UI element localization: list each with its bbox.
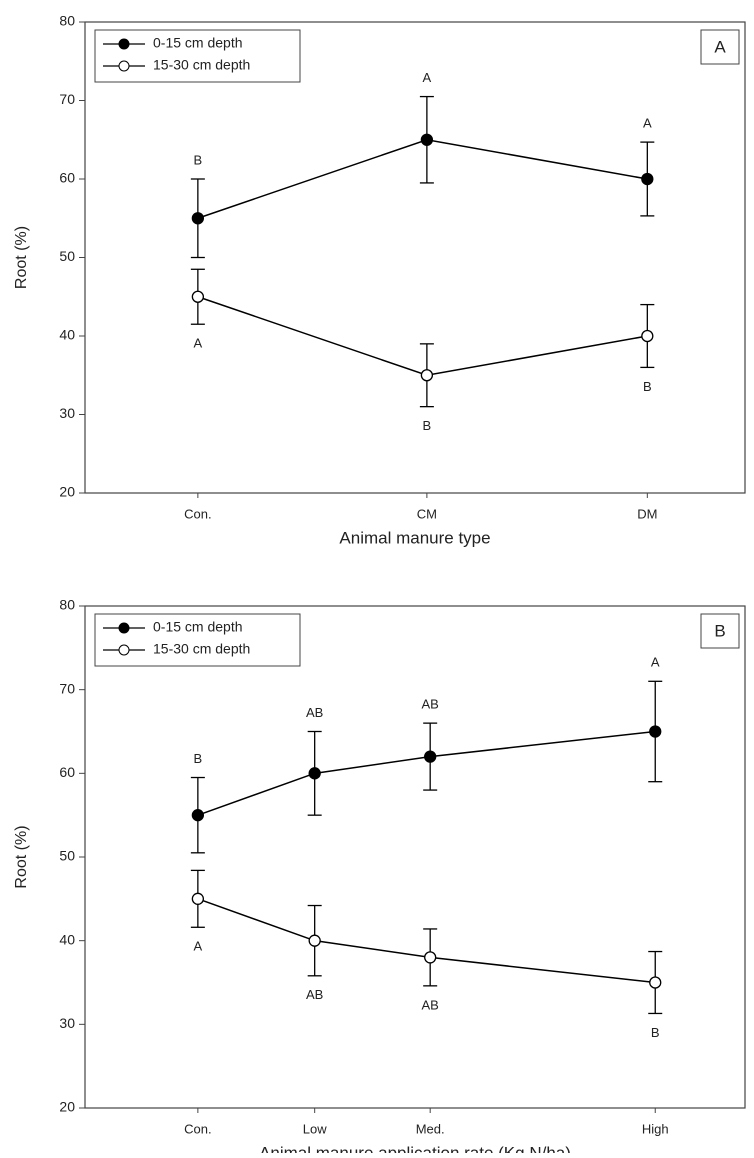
significance-letter: AB bbox=[306, 705, 323, 720]
x-tick-label: High bbox=[642, 1121, 669, 1136]
y-tick-label: 70 bbox=[59, 680, 75, 696]
legend-marker bbox=[118, 38, 130, 50]
data-point bbox=[191, 892, 205, 905]
data-point bbox=[649, 976, 662, 989]
panel-label: A bbox=[714, 37, 726, 56]
significance-letter: A bbox=[643, 116, 652, 131]
legend-label: 15-30 cm depth bbox=[153, 57, 250, 73]
legend-label: 0-15 cm depth bbox=[153, 35, 243, 51]
legend-box bbox=[94, 613, 301, 667]
y-tick-label: 80 bbox=[59, 13, 75, 29]
significance-letter: AB bbox=[422, 697, 439, 712]
y-tick-label: 60 bbox=[59, 764, 75, 780]
significance-letter: B bbox=[423, 418, 432, 433]
significance-letter: A bbox=[194, 336, 203, 351]
data-point bbox=[424, 951, 437, 964]
legend-marker bbox=[118, 644, 130, 656]
x-axis-label: Animal manure type bbox=[339, 528, 490, 547]
y-tick-label: 40 bbox=[59, 327, 75, 343]
x-tick-label: CM bbox=[417, 506, 437, 521]
data-point bbox=[191, 809, 205, 822]
data-point bbox=[308, 934, 321, 947]
panel-label: B bbox=[714, 621, 725, 640]
significance-letter: A bbox=[423, 70, 432, 85]
series-line bbox=[197, 898, 656, 984]
significance-letter: B bbox=[194, 751, 203, 766]
data-point bbox=[191, 290, 205, 303]
data-point bbox=[420, 369, 434, 382]
data-point bbox=[649, 725, 662, 738]
y-tick-label: 70 bbox=[59, 91, 75, 107]
legend-label: 0-15 cm depth bbox=[153, 619, 243, 635]
y-tick-label: 30 bbox=[59, 1015, 75, 1031]
data-point bbox=[308, 767, 321, 780]
x-tick-label: DM bbox=[637, 506, 657, 521]
panel-label-box bbox=[700, 29, 740, 65]
significance-letter: B bbox=[194, 152, 203, 167]
panel-label-box bbox=[700, 613, 740, 649]
series-line bbox=[197, 730, 656, 816]
y-tick-label: 20 bbox=[59, 1099, 75, 1115]
y-axis-label: Root (%) bbox=[13, 825, 30, 888]
y-tick-label: 50 bbox=[59, 848, 75, 864]
significance-letter: A bbox=[651, 655, 660, 670]
y-tick-label: 20 bbox=[59, 484, 75, 500]
x-tick-label: Med. bbox=[416, 1121, 445, 1136]
y-tick-label: 40 bbox=[59, 931, 75, 947]
significance-letter: AB bbox=[422, 997, 439, 1012]
y-tick-label: 80 bbox=[59, 597, 75, 613]
x-tick-label: Low bbox=[303, 1121, 327, 1136]
y-tick-label: 30 bbox=[59, 405, 75, 421]
legend-marker bbox=[118, 622, 130, 634]
significance-letter: B bbox=[643, 379, 652, 394]
data-point bbox=[420, 133, 434, 146]
legend-box bbox=[94, 29, 301, 83]
plot-frame bbox=[84, 21, 746, 494]
y-tick-label: 60 bbox=[59, 170, 75, 186]
y-axis-label: Root (%) bbox=[13, 226, 30, 289]
data-point bbox=[424, 750, 437, 763]
legend-marker bbox=[118, 60, 130, 72]
significance-letter: AB bbox=[306, 987, 323, 1002]
series-line bbox=[197, 296, 648, 377]
series-line bbox=[197, 138, 648, 219]
data-point bbox=[641, 172, 654, 186]
x-tick-label: Con. bbox=[184, 1121, 211, 1136]
significance-letter: A bbox=[194, 939, 203, 954]
y-tick-label: 50 bbox=[59, 248, 75, 264]
data-point bbox=[641, 329, 654, 343]
legend-label: 15-30 cm depth bbox=[153, 641, 250, 657]
plot-frame bbox=[84, 605, 746, 1109]
x-axis-label: Animal manure application rate (Kg N/ha) bbox=[259, 1143, 571, 1153]
data-point bbox=[191, 212, 205, 225]
significance-letter: B bbox=[651, 1025, 660, 1040]
x-tick-label: Con. bbox=[184, 506, 211, 521]
